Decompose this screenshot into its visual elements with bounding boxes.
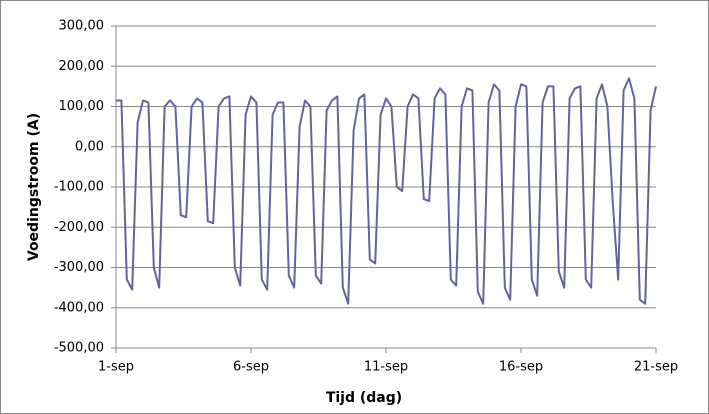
y-tick-label: 300,00 <box>59 19 105 34</box>
x-tick-label: 6-sep <box>233 360 269 375</box>
y-tick-label: 100,00 <box>59 99 105 114</box>
x-tick-label: 1-sep <box>98 360 134 375</box>
x-tick-label: 21-sep <box>634 360 678 375</box>
y-tick-label: 200,00 <box>59 59 105 74</box>
x-tick-label: 16-sep <box>499 360 543 375</box>
data-line <box>116 77 657 305</box>
y-tick-label: -100,00 <box>54 180 104 195</box>
y-axis-title: Voedingstroom (A) <box>26 113 42 261</box>
y-tick-label: -500,00 <box>54 341 104 356</box>
x-tick-label: 11-sep <box>364 360 408 375</box>
y-tick-label: -200,00 <box>54 220 104 235</box>
x-axis-title: Tijd (dag) <box>326 390 402 406</box>
y-tick-label: -300,00 <box>54 260 104 275</box>
y-tick-label: -400,00 <box>54 300 104 315</box>
y-tick-label: 0,00 <box>75 139 104 154</box>
